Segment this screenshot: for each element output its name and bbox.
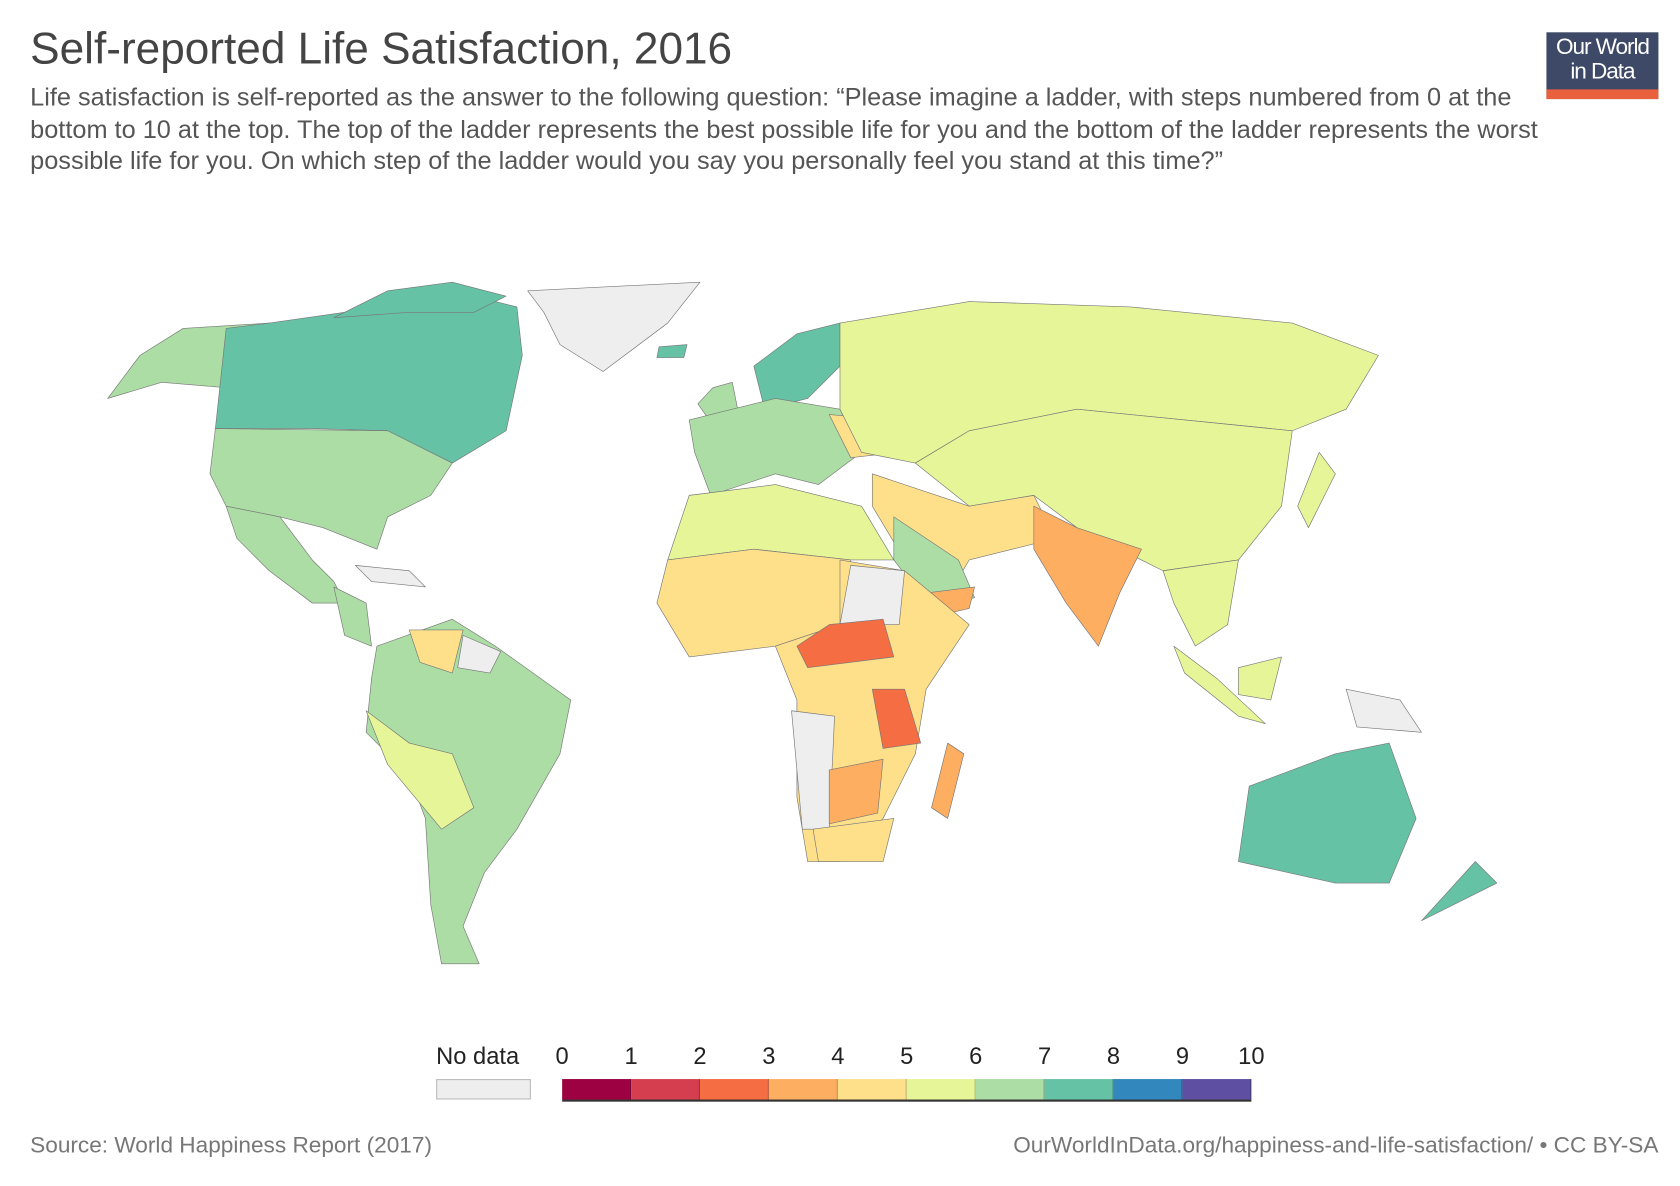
scale-bin-4[interactable] (837, 1079, 907, 1100)
region-canada-arctic[interactable] (333, 281, 507, 319)
owid-logo[interactable]: Our World in Data (1546, 32, 1659, 100)
scale-tick-label: 10 (1238, 1042, 1265, 1070)
source-text: Source: World Happiness Report (2017) (30, 1132, 432, 1158)
region-india[interactable] (1033, 505, 1142, 647)
scale-bin-3[interactable] (768, 1079, 838, 1100)
region-angola-namibia[interactable] (791, 710, 835, 830)
region-zambia-zimbabwe[interactable] (828, 758, 884, 825)
scale-tick-label: 2 (693, 1042, 707, 1070)
region-peru-bolivia[interactable] (365, 710, 475, 830)
scale-tick-label: 3 (762, 1042, 776, 1070)
region-greenland[interactable] (527, 281, 701, 372)
region-scandinavia[interactable] (753, 322, 841, 410)
region-canada[interactable] (215, 290, 523, 464)
region-western-europe[interactable] (688, 398, 862, 496)
scale-tick-label: 9 (1175, 1042, 1190, 1070)
scale-bin-9[interactable] (1182, 1079, 1252, 1100)
scale-tick-label: 8 (1106, 1042, 1121, 1070)
scale-tick-label: 7 (1037, 1042, 1052, 1070)
region-car-south-sudan[interactable] (796, 618, 895, 669)
region-venezuela[interactable] (408, 629, 464, 674)
region-borneo-sulawesi[interactable] (1238, 656, 1282, 701)
scale-bin-0[interactable] (562, 1079, 632, 1100)
scale-tick-label: 1 (624, 1042, 638, 1070)
region-south-america[interactable] (365, 618, 572, 965)
scale-tick-label: 6 (969, 1042, 983, 1070)
logo-text: Our World in Data (1555, 34, 1650, 84)
scale-bin-1[interactable] (631, 1079, 700, 1100)
region-australia[interactable] (1238, 742, 1417, 884)
scale-tick-label: 0 (555, 1042, 569, 1070)
region-tanzania[interactable] (871, 688, 922, 749)
region-usa[interactable] (209, 428, 453, 550)
scale-bin-2[interactable] (699, 1079, 769, 1100)
region-madagascar[interactable] (931, 742, 965, 819)
region-new-guinea[interactable] (1345, 688, 1422, 733)
region-japan[interactable] (1297, 451, 1336, 529)
region-new-zealand[interactable] (1421, 861, 1498, 922)
scale-bin-7[interactable] (1044, 1079, 1114, 1100)
region-north-africa[interactable] (667, 484, 895, 561)
source-url-link[interactable]: OurWorldInData.org/happiness-and-life-sa… (1013, 1132, 1659, 1158)
region-indonesia[interactable] (1173, 645, 1266, 724)
scale-tick-label: 4 (831, 1042, 845, 1070)
scale-bin-6[interactable] (975, 1079, 1045, 1100)
scale-bin-5[interactable] (906, 1079, 976, 1100)
scale-tick-label: 5 (900, 1042, 914, 1070)
region-guianas[interactable] (457, 635, 502, 674)
region-iceland[interactable] (656, 344, 688, 358)
region-southeast-asia[interactable] (1162, 559, 1239, 647)
region-central-america[interactable] (333, 586, 372, 647)
scale-bin-8[interactable] (1113, 1079, 1183, 1100)
no-data-swatch (436, 1079, 531, 1100)
region-caribbean[interactable] (355, 565, 426, 588)
page-title: Self-reported Life Satisfaction, 2016 (30, 23, 733, 74)
no-data-label: No data (436, 1042, 520, 1070)
region-south-africa[interactable] (812, 818, 895, 862)
logo-bar (1546, 89, 1659, 100)
region-sudan[interactable] (839, 565, 905, 625)
color-scale (562, 1079, 1252, 1102)
subtitle: Life satisfaction is self-reported as th… (30, 82, 1538, 175)
